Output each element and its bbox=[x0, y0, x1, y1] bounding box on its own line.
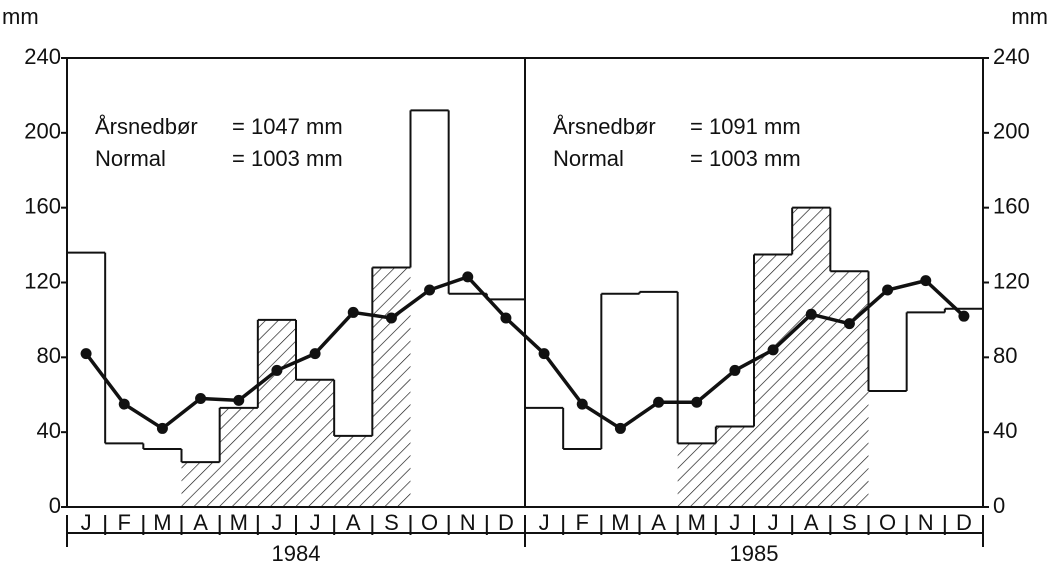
y2-tick-label: 240 bbox=[993, 44, 1030, 69]
bar bbox=[792, 207, 831, 507]
x-tick-label: M bbox=[611, 510, 629, 535]
y2-tick-label: 120 bbox=[993, 268, 1030, 293]
group-label: 1985 bbox=[730, 541, 779, 566]
annotation-label: Årsnedbør bbox=[553, 114, 656, 139]
normal-dot bbox=[233, 394, 245, 406]
y2-tick-label: 200 bbox=[993, 119, 1030, 144]
bar bbox=[372, 267, 411, 507]
x-tick-label: J bbox=[729, 510, 740, 535]
normal-dot bbox=[500, 312, 512, 324]
x-tick-label: A bbox=[651, 510, 666, 535]
normal-dot bbox=[538, 348, 550, 360]
x-tick-label: O bbox=[879, 510, 896, 535]
x-tick-label: S bbox=[384, 510, 399, 535]
y-axis-label: mm bbox=[2, 4, 39, 29]
annotation-label: Normal bbox=[95, 146, 166, 171]
x-tick-label: J bbox=[768, 510, 779, 535]
bar bbox=[601, 294, 639, 507]
x-tick-label: M bbox=[153, 510, 171, 535]
y-tick-label: 40 bbox=[37, 418, 61, 443]
y-tick-label: 80 bbox=[37, 343, 61, 368]
normal-dot bbox=[347, 306, 359, 318]
normal-dot bbox=[118, 398, 130, 410]
y2-tick-label: 160 bbox=[993, 193, 1030, 218]
normal-dot bbox=[271, 364, 283, 376]
normal-dot bbox=[309, 348, 321, 360]
annotation-value: = 1091 mm bbox=[690, 114, 801, 139]
normal-dot bbox=[882, 284, 894, 296]
x-tick-label: O bbox=[421, 510, 438, 535]
x-tick-label: J bbox=[539, 510, 550, 535]
y-tick-label: 120 bbox=[24, 268, 61, 293]
normal-dot bbox=[462, 271, 474, 283]
bar bbox=[67, 253, 105, 507]
bar bbox=[907, 312, 945, 507]
x-tick-label: N bbox=[918, 510, 934, 535]
y2-tick-label: 40 bbox=[993, 418, 1017, 443]
normal-dot bbox=[576, 398, 588, 410]
bar bbox=[143, 449, 181, 507]
bar bbox=[563, 449, 601, 507]
normal-dot bbox=[385, 312, 397, 324]
x-tick-label: A bbox=[193, 510, 208, 535]
x-tick-label: A bbox=[346, 510, 361, 535]
bar bbox=[945, 309, 983, 507]
x-tick-label: N bbox=[460, 510, 476, 535]
normal-dot bbox=[729, 364, 741, 376]
x-tick-label: D bbox=[956, 510, 972, 535]
bar bbox=[869, 391, 907, 507]
annotation-label: Normal bbox=[553, 146, 624, 171]
bar bbox=[449, 294, 487, 507]
bar bbox=[411, 110, 449, 507]
annotation-value: = 1003 mm bbox=[690, 146, 801, 171]
bar bbox=[105, 443, 143, 507]
bar bbox=[830, 271, 869, 507]
bar bbox=[296, 379, 335, 507]
normal-dot bbox=[843, 318, 855, 330]
normal-dot bbox=[958, 310, 970, 322]
y-tick-label: 200 bbox=[24, 119, 61, 144]
bar bbox=[715, 426, 754, 507]
x-tick-label: J bbox=[271, 510, 282, 535]
bar bbox=[219, 407, 258, 507]
y2-axis-label: mm bbox=[1011, 4, 1048, 29]
bar bbox=[257, 319, 296, 507]
normal-dot bbox=[653, 396, 665, 408]
normal-dot bbox=[805, 308, 817, 320]
x-tick-label: M bbox=[230, 510, 248, 535]
annotation-value: = 1047 mm bbox=[232, 114, 343, 139]
x-tick-label: F bbox=[118, 510, 131, 535]
y2-tick-label: 80 bbox=[993, 343, 1017, 368]
x-tick-label: M bbox=[688, 510, 706, 535]
y2-tick-label: 0 bbox=[993, 493, 1005, 518]
bar bbox=[677, 443, 716, 507]
x-tick-label: J bbox=[310, 510, 321, 535]
bar bbox=[754, 254, 793, 507]
annotation-label: Årsnedbør bbox=[95, 114, 198, 139]
bar bbox=[181, 462, 220, 507]
x-tick-label: J bbox=[81, 510, 92, 535]
x-tick-label: D bbox=[498, 510, 514, 535]
normal-dot bbox=[920, 275, 932, 287]
normal-dot bbox=[424, 284, 436, 296]
annotation-value: = 1003 mm bbox=[232, 146, 343, 171]
x-tick-label: F bbox=[576, 510, 589, 535]
bar bbox=[334, 435, 373, 507]
normal-dot bbox=[156, 422, 168, 434]
bar bbox=[525, 408, 563, 507]
y-tick-label: 240 bbox=[24, 44, 61, 69]
group-label: 1984 bbox=[272, 541, 321, 566]
normal-dot bbox=[80, 348, 92, 360]
x-tick-label: S bbox=[842, 510, 857, 535]
y-tick-label: 160 bbox=[24, 193, 61, 218]
normal-dot bbox=[767, 344, 779, 356]
normal-dot bbox=[691, 396, 703, 408]
normal-dot bbox=[614, 422, 626, 434]
y-tick-label: 0 bbox=[49, 493, 61, 518]
x-tick-label: A bbox=[804, 510, 819, 535]
normal-dot bbox=[195, 392, 207, 404]
